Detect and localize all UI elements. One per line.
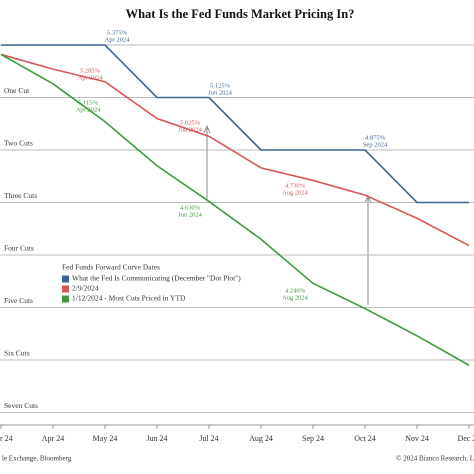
- legend-swatch: [62, 275, 69, 283]
- y-tick-label: Three Cuts: [4, 191, 37, 200]
- x-tick-label: May 24: [93, 434, 118, 443]
- label-bg: [0, 295, 50, 306]
- annotation: 5.285%: [80, 67, 101, 74]
- annotation: 4.875%: [365, 134, 386, 141]
- y-tick-label: One Cut: [4, 86, 30, 95]
- y-tick-label: Six Cuts: [4, 349, 30, 358]
- x-tick-label: Dec 24: [458, 434, 474, 443]
- x-tick-label: Jul 24: [199, 434, 218, 443]
- source: le Exchange, Bloomberg: [2, 455, 72, 463]
- annotation: Apr 2024: [76, 106, 101, 113]
- legend-label: 1/12/2024 - Most Cuts Priced in YTD: [72, 294, 186, 303]
- x-tick-label: Jun 24: [146, 434, 167, 443]
- legend-swatch: [62, 285, 69, 293]
- annotation: 5.025%: [180, 119, 201, 126]
- series-line: [1, 44, 469, 204]
- label-bg: [0, 85, 50, 96]
- credit: © 2024 Bianco Research, L: [396, 455, 474, 463]
- annotation: 5.375%: [107, 29, 128, 36]
- x-tick-label: Oct 24: [354, 434, 376, 443]
- x-tick-label: Mar 24: [0, 434, 13, 443]
- annotation: Jun 2024: [208, 89, 232, 96]
- label-bg: [0, 348, 50, 358]
- x-tick-label: Nov 24: [405, 434, 429, 443]
- annotation: 4.630%: [180, 204, 201, 211]
- annotation: Aug 2024: [282, 189, 309, 196]
- arrow-head: [203, 124, 211, 134]
- y-tick-label: Two Cuts: [4, 139, 33, 148]
- label-bg: [0, 243, 50, 253]
- annotation: Sep 2024: [363, 141, 388, 148]
- legend-label: What the Fed Is Communicating (December …: [72, 274, 241, 283]
- x-tick-label: Apr 24: [42, 434, 64, 443]
- annotation: Jun 2024: [178, 126, 202, 133]
- annotation: Apr 2024: [105, 36, 130, 43]
- legend-label: 2/9/2024: [72, 284, 99, 293]
- y-tick-label: Five Cuts: [4, 296, 33, 305]
- chart-title: What Is the Fed Funds Market Pricing In?: [126, 7, 355, 21]
- annotation: Apr 2024: [78, 74, 103, 81]
- legend-box: [57, 260, 297, 306]
- series-line: [0, 53, 470, 366]
- x-tick-label: Sep 24: [302, 434, 324, 443]
- legend-title: Fed Funds Forward Curve Dates: [62, 263, 160, 272]
- annotation: Aug 2024: [282, 294, 309, 301]
- y-tick-label: Seven Cuts: [4, 401, 38, 410]
- annotation: 5.125%: [210, 82, 231, 89]
- y-tick-label: Four Cuts: [4, 244, 34, 253]
- label-bg: [0, 190, 50, 201]
- annotation: 4.240%: [285, 287, 306, 294]
- label-bg: [0, 138, 50, 148]
- series-line: [0, 53, 470, 247]
- legend-swatch: [62, 295, 69, 303]
- annotation: 4.730%: [285, 182, 306, 189]
- annotation: Jun 2024: [178, 211, 202, 218]
- x-tick-label: Aug 24: [249, 434, 273, 443]
- annotation: 5.115%: [78, 99, 98, 106]
- label-bg: [0, 400, 50, 411]
